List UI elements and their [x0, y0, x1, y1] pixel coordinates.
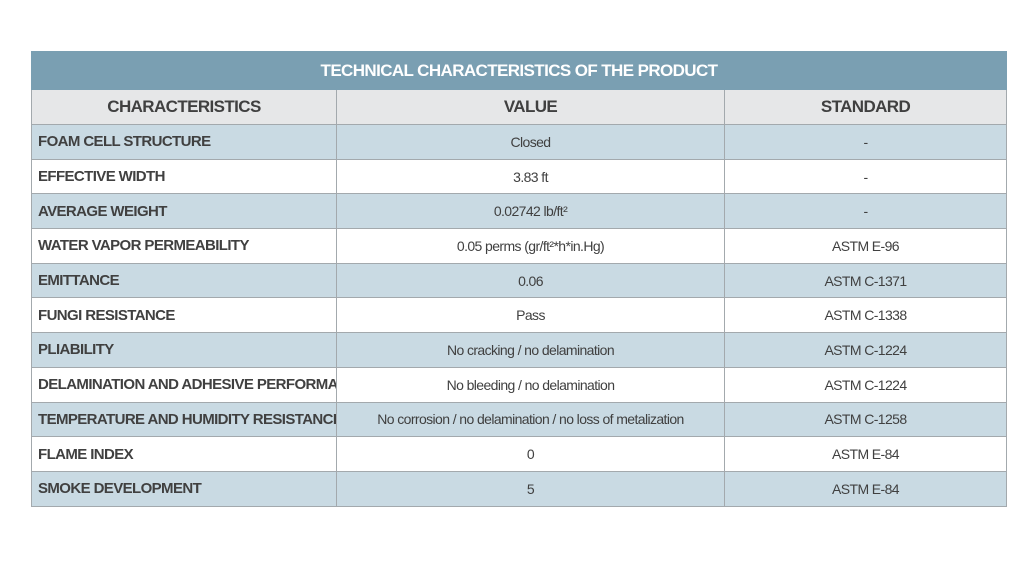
- table-row: EFFECTIVE WIDTH 3.83 ft -: [31, 158, 1007, 195]
- standard-cell: -: [724, 193, 1007, 230]
- table-row: DELAMINATION AND ADHESIVE PERFORMANCE No …: [31, 366, 1007, 403]
- column-header-characteristics: CHARACTERISTICS: [31, 89, 337, 125]
- standard-cell: ASTM E-96: [724, 228, 1007, 264]
- table-row: AVERAGE WEIGHT 0.02742 lb/ft² -: [31, 193, 1007, 230]
- table-row: PLIABILITY No cracking / no delamination A…: [31, 332, 1007, 368]
- characteristic-cell: TEMPERATURE AND HUMIDITY RESISTANCE: [31, 401, 337, 438]
- standard-cell: -: [724, 124, 1007, 160]
- table-row: FLAME INDEX 0 ASTM E-84: [31, 436, 1007, 472]
- table-row: WATER VAPOR PERMEABILITY 0.05 perms (gr/f…: [31, 228, 1007, 264]
- characteristic-cell: EMITTANCE: [31, 262, 337, 299]
- characteristic-cell: FOAM CELL STRUCTURE: [31, 124, 337, 160]
- characteristic-cell: AVERAGE WEIGHT: [31, 193, 337, 230]
- characteristic-cell: WATER VAPOR PERMEABILITY: [31, 228, 337, 264]
- characteristic-cell: SMOKE DEVELOPMENT: [31, 470, 337, 507]
- value-cell: No cracking / no delamination: [336, 332, 725, 368]
- standard-cell: ASTM C-1224: [724, 366, 1007, 403]
- characteristic-cell: FUNGI RESISTANCE: [31, 297, 337, 334]
- characteristic-cell: FLAME INDEX: [31, 436, 337, 472]
- value-cell: 0.06: [336, 262, 725, 299]
- standard-cell: ASTM E-84: [724, 436, 1007, 472]
- characteristic-cell: EFFECTIVE WIDTH: [31, 158, 337, 195]
- standard-cell: ASTM E-84: [724, 470, 1007, 507]
- characteristic-cell: DELAMINATION AND ADHESIVE PERFORMANCE: [31, 366, 337, 403]
- table-row: FOAM CELL STRUCTURE Closed -: [31, 124, 1007, 160]
- standard-cell: -: [724, 158, 1007, 195]
- table-row: TEMPERATURE AND HUMIDITY RESISTANCE No co…: [31, 401, 1007, 438]
- characteristic-cell: PLIABILITY: [31, 332, 337, 368]
- standard-cell: ASTM C-1258: [724, 401, 1007, 438]
- technical-characteristics-table: TECHNICAL CHARACTERISTICS OF THE PRODUCT…: [31, 51, 1007, 507]
- value-cell: Pass: [336, 297, 725, 334]
- column-header-standard: STANDARD: [724, 89, 1007, 125]
- standard-cell: ASTM C-1371: [724, 262, 1007, 299]
- value-cell: 0.02742 lb/ft²: [336, 193, 725, 230]
- value-cell: No bleeding / no delamination: [336, 366, 725, 403]
- table-row: FUNGI RESISTANCE Pass ASTM C-1338: [31, 297, 1007, 334]
- column-header-value: VALUE: [336, 89, 725, 125]
- table-title: TECHNICAL CHARACTERISTICS OF THE PRODUCT: [31, 51, 1007, 90]
- value-cell: 5: [336, 470, 725, 507]
- table-row: SMOKE DEVELOPMENT 5 ASTM E-84: [31, 470, 1007, 507]
- value-cell: 0: [336, 436, 725, 472]
- value-cell: 3.83 ft: [336, 158, 725, 195]
- value-cell: No corrosion / no delamination / no loss…: [336, 401, 725, 438]
- value-cell: 0.05 perms (gr/ft²*h*in.Hg): [336, 228, 725, 264]
- table-row: EMITTANCE 0.06 ASTM C-1371: [31, 262, 1007, 299]
- value-cell: Closed: [336, 124, 725, 160]
- standard-cell: ASTM C-1224: [724, 332, 1007, 368]
- standard-cell: ASTM C-1338: [724, 297, 1007, 334]
